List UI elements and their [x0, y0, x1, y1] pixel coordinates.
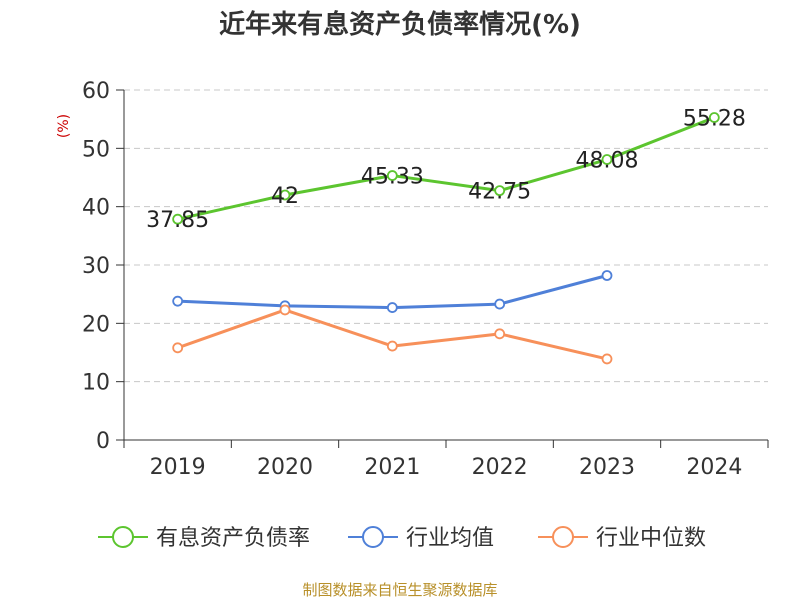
y-tick-label: 10: [82, 371, 110, 396]
data-point: [386, 340, 398, 352]
data-label: 37.85: [146, 208, 209, 233]
x-tick-label: 2021: [364, 455, 420, 480]
legend: 有息资产负债率 行业均值 行业中位数: [98, 526, 706, 551]
series-line: [177, 116, 715, 221]
x-tick-label: 2020: [257, 455, 313, 480]
source-note: 制图数据来自恒生聚源数据库: [302, 581, 497, 599]
data-point: [172, 295, 184, 307]
data-label: 55.28: [683, 107, 746, 132]
x-tick-label: 2024: [686, 455, 742, 480]
legend-marker: [552, 526, 574, 548]
data-point: [172, 213, 184, 225]
data-label: 48.08: [576, 149, 639, 174]
data-point: [601, 270, 613, 281]
data-point: [279, 189, 291, 201]
legend-item-1: 有息资产负债率: [98, 526, 310, 551]
legend-label: 有息资产负债率: [156, 526, 310, 551]
series-layer: [172, 112, 720, 365]
data-point: [494, 298, 506, 310]
data-point: [708, 112, 720, 123]
data-label: 42: [271, 184, 299, 209]
data-point: [601, 154, 613, 165]
x-tick-label: 2019: [150, 455, 206, 480]
y-tick-label: 40: [82, 196, 110, 221]
x-tick-label: 2023: [579, 455, 635, 480]
y-axis-label: (%): [56, 114, 72, 138]
data-label: 45.33: [361, 165, 424, 190]
y-tick-label: 20: [82, 312, 110, 337]
data-point: [172, 342, 184, 354]
y-tick-label: 60: [82, 79, 110, 104]
axes: 0 10 20 30 40 50 60 2019 2020 2021 2022 2023 2024: [82, 79, 769, 480]
legend-item-3: 行业中位数: [538, 526, 706, 551]
series-3: [172, 304, 613, 365]
data-point: [386, 170, 398, 181]
chart-title: 近年来有息资产负债率情况(%): [219, 9, 581, 40]
legend-marker: [362, 526, 384, 548]
data-point: [601, 353, 613, 365]
y-tick-label: 50: [82, 137, 110, 162]
data-point: [279, 304, 291, 316]
grid-lines: [124, 89, 768, 383]
y-tick-label: 0: [96, 429, 110, 454]
data-point: [494, 328, 506, 340]
y-tick-label: 30: [82, 254, 110, 279]
x-tick-label: 2022: [472, 455, 528, 480]
data-label: 42.75: [468, 180, 531, 205]
series-1: [172, 112, 720, 225]
data-point: [494, 185, 506, 197]
legend-label: 行业中位数: [596, 526, 706, 551]
legend-marker: [112, 526, 134, 548]
legend-label: 行业均值: [406, 526, 494, 551]
data-labels: 37.85 42 45.33 42.75 48.08 55.28: [146, 107, 746, 234]
data-point: [386, 302, 398, 313]
series-2: [172, 270, 613, 313]
series-line: [177, 308, 608, 361]
legend-item-2: 行业均值: [348, 526, 494, 551]
